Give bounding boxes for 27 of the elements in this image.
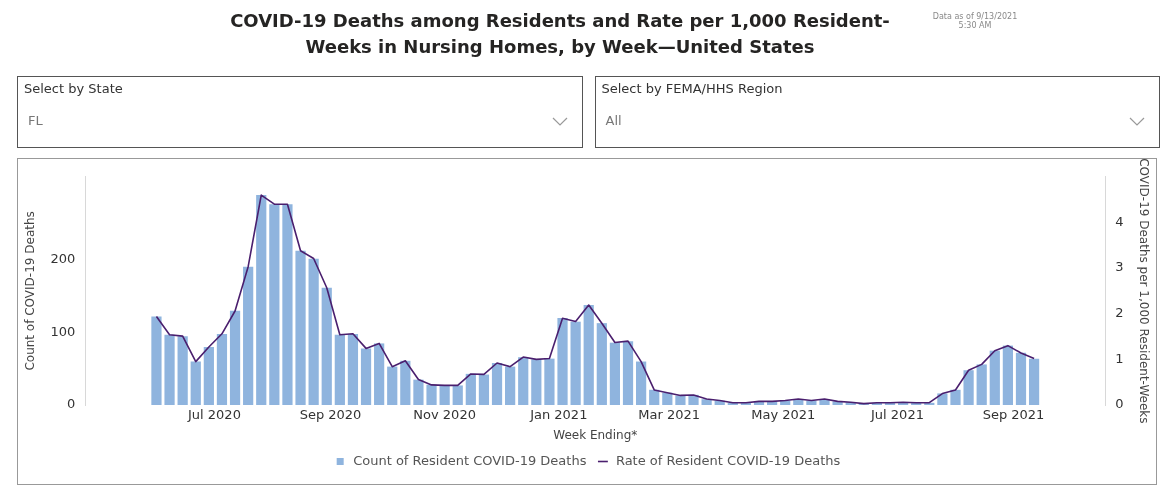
legend-label: Count of Resident COVID-19 Deaths	[353, 452, 587, 468]
x-tick-label: May 2021	[751, 407, 816, 423]
chart-title: COVID-19 Deaths among Residents and Rate per 1,000 Resident-Weeks in Nursing Homes, by Week—United States	[229, 9, 891, 59]
x-tick-label: Jan 2021	[529, 407, 588, 423]
y2-axis-title: COVID-19 Deaths per 1,000 Resident-Weeks	[1136, 158, 1151, 424]
legend-label: Rate of Resident COVID-19 Deaths	[615, 452, 841, 468]
y2-tick-label: 1	[1115, 350, 1124, 366]
x-tick-label: Sep 2020	[299, 407, 362, 423]
text: Select by FEMA/HHS Region	[601, 81, 783, 96]
y2-tick-label: 3	[1115, 259, 1124, 275]
x-tick-label: Jul 2021	[870, 407, 924, 423]
x-tick-label: Jul 2020	[187, 407, 241, 423]
y2-tick-label: 4	[1115, 213, 1124, 229]
text: Select by State	[24, 81, 123, 96]
x-tick-label: Sep 2021	[982, 407, 1045, 423]
x-tick-label: Nov 2020	[413, 407, 476, 423]
x-axis-title: Week Ending*	[553, 427, 638, 442]
y-axis-title: Count of COVID-19 Deaths	[23, 211, 38, 371]
y-tick-label: 100	[50, 323, 76, 339]
text: Data as of 9/13/2021 5:30 AM	[931, 12, 1019, 30]
text: FL	[28, 113, 43, 128]
y2-tick-label: 2	[1115, 305, 1124, 321]
y-tick-label: 200	[50, 251, 76, 267]
y2-tick-label: 0	[1115, 396, 1124, 412]
x-tick-label: Mar 2021	[638, 407, 701, 423]
y-tick-label: 0	[66, 396, 76, 412]
text: All	[605, 113, 622, 128]
